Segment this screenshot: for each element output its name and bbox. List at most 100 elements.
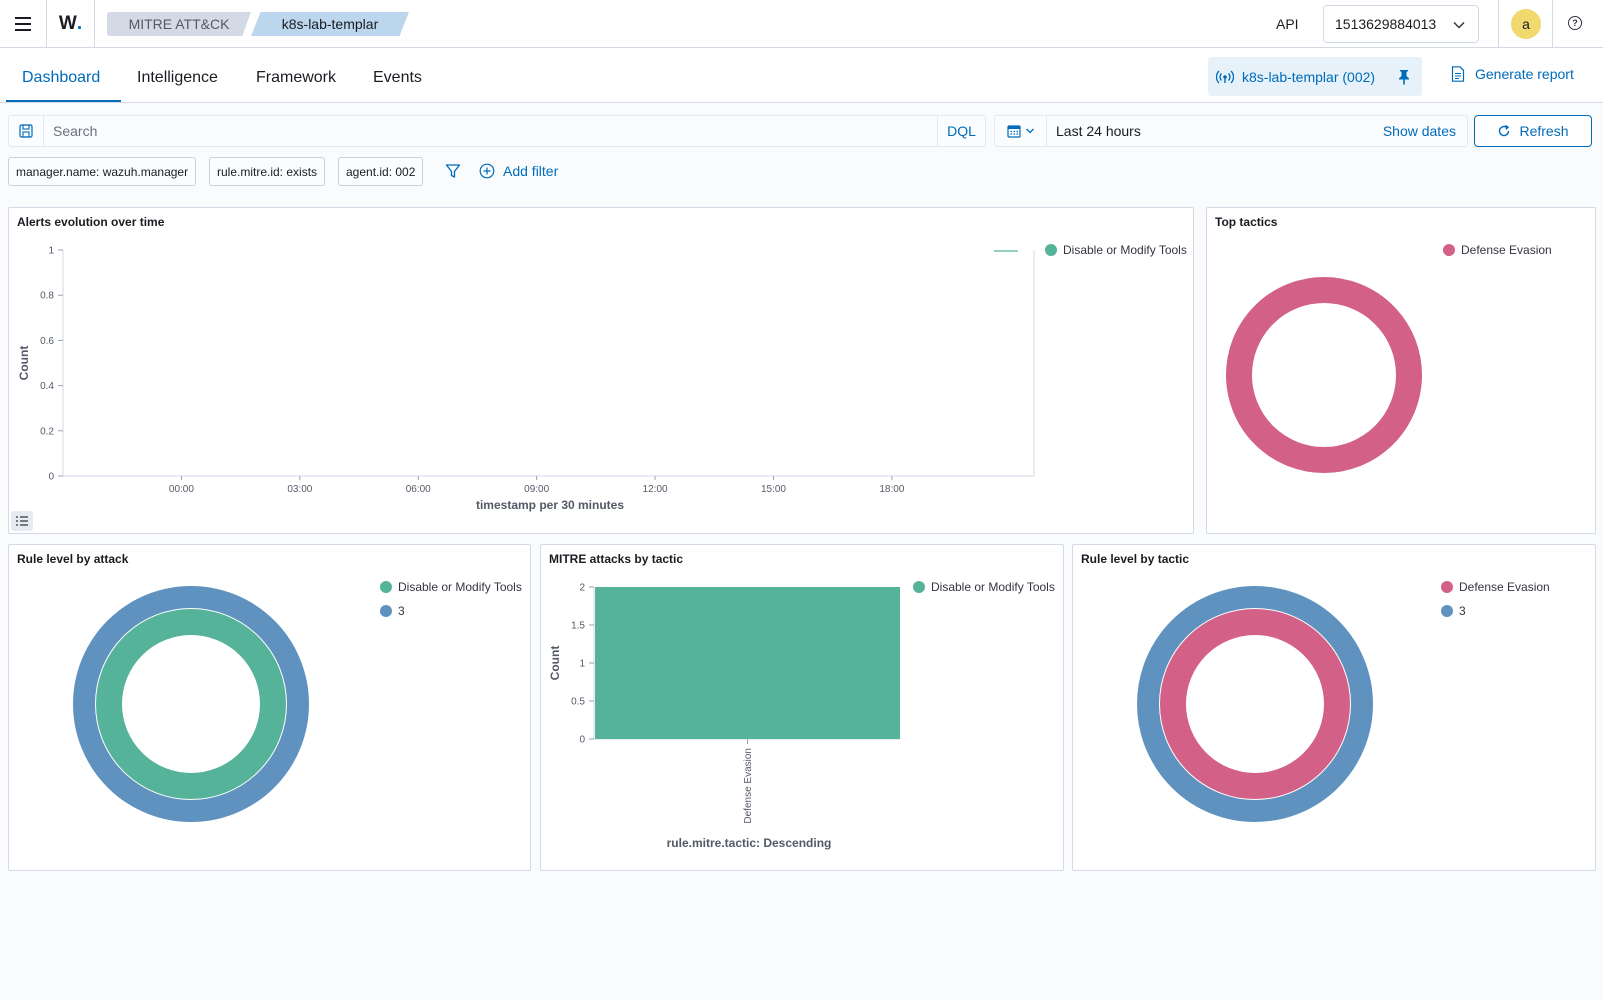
app-logo[interactable]: W. [47,0,95,48]
legend-swatch [1441,605,1453,617]
panel-rule-level-by-tactic: Rule level by tactic Defense Evasion 3 [1072,544,1596,871]
legend-label: 3 [398,604,405,618]
filter-pill[interactable]: agent.id: 002 [338,157,424,186]
filter-pill[interactable]: manager.name: wazuh.manager [8,157,197,186]
y-tick-label: 0 [48,472,54,483]
y-tick-label: 1.5 [571,621,585,632]
x-tick-label: 06:00 [406,484,431,495]
legend-swatch [1441,581,1453,593]
x-tick-label: 03:00 [287,484,312,495]
saved-queries-button[interactable] [9,116,44,146]
plus-circle-icon [479,163,495,179]
avatar[interactable]: a [1511,9,1541,39]
legend-label: Defense Evasion [1461,243,1552,257]
legend-label: 3 [1459,604,1466,618]
agent-pill-label: k8s-lab-templar (002) [1242,68,1376,85]
api-select[interactable]: 1513629884013 [1323,5,1479,43]
save-icon [19,124,33,138]
legend-swatch [380,605,392,617]
date-range-value[interactable]: Last 24 hours [1056,123,1141,139]
pie-slice-inner[interactable] [1160,609,1350,799]
logo-text: W [58,13,77,34]
y-tick-label: 0.4 [40,381,54,392]
top-header: W. MITRE ATT&CK k8s-lab-templar API 1513… [0,0,1603,48]
header-divider [1552,0,1553,48]
breadcrumb-mitre[interactable]: MITRE ATT&CK [107,12,251,36]
date-picker: Last 24 hours Show dates [994,115,1468,147]
y-tick-label: 0.5 [571,697,585,708]
generate-report-label: Generate report [1475,66,1574,82]
tabs-bar: Dashboard Intelligence Framework Events … [0,48,1603,103]
legend-item[interactable]: Disable or Modify Tools [380,580,530,594]
panel-title: Alerts evolution over time [17,215,165,229]
help-icon[interactable]: ? [1568,16,1582,30]
search-bar: Search DQL [8,115,986,147]
x-tick-label: 12:00 [643,484,668,495]
header-divider [1498,0,1499,48]
panel-rule-level-by-attack: Rule level by attack Disable or Modify T… [8,544,531,871]
search-input[interactable]: Search [53,123,98,139]
pie-slice-inner[interactable] [96,609,286,799]
y-tick-label: 1 [48,246,54,257]
legend-item[interactable]: Disable or Modify Tools [1045,243,1193,257]
agent-pill[interactable]: k8s-lab-templar (002) [1208,57,1422,96]
calendar-icon [1006,125,1021,138]
tab-intelligence[interactable]: Intelligence [137,69,218,86]
refresh-icon [1499,124,1510,137]
legend-swatch [1045,244,1057,256]
quick-menu-button[interactable] [995,116,1047,146]
y-axis-title: Count [17,346,31,381]
legend-item[interactable]: Defense Evasion [1443,243,1552,257]
y-tick-label: 1 [579,659,585,670]
legend-item[interactable]: 3 [380,604,405,618]
refresh-button[interactable]: Refresh [1474,115,1592,147]
y-tick-label: 0.6 [40,336,54,347]
x-axis-title: timestamp per 30 minutes [476,498,624,512]
y-tick-label: 2 [579,583,585,594]
legend-label: Defense Evasion [1459,580,1550,594]
filter-pill[interactable]: rule.mitre.id: exists [209,157,326,186]
panel-title: MITRE attacks by tactic [549,552,684,566]
list-icon [16,516,28,526]
chevron-down-icon [1025,128,1034,134]
menu-button[interactable] [0,0,47,48]
legend-item[interactable]: Defense Evasion [1441,580,1550,594]
rule-level-by-tactic-chart [1137,586,1373,822]
panel-title: Rule level by tactic [1081,552,1190,566]
mitre-attacks-by-tactic-chart: 0 0.5 1 1.5 2 Defense Evasion Count rule.mit… [548,583,901,850]
add-filter-button[interactable]: Add filter [479,163,558,179]
hamburger-icon [15,17,31,31]
tab-framework[interactable]: Framework [256,69,337,86]
x-tick-label: 18:00 [879,484,904,495]
legend-item[interactable]: Disable or Modify Tools [913,580,1063,594]
show-dates-link[interactable]: Show dates [1382,123,1456,139]
legend-label: Disable or Modify Tools [398,580,522,594]
legend-item[interactable]: 3 [1441,604,1466,618]
query-language-button[interactable]: DQL [937,116,985,146]
alerts-evolution-chart: 0 0.2 0.4 0.6 0.8 1 00:00 03:00 06:00 09:00 12:00… [17,246,1035,512]
y-tick-label: 0 [579,735,585,746]
document-icon [1451,66,1465,82]
refresh-label: Refresh [1519,123,1569,139]
x-tick-label: 09:00 [524,484,549,495]
legend-label: Disable or Modify Tools [931,580,1055,594]
legend-swatch [1443,244,1455,256]
legend-toggle-button[interactable] [11,511,33,531]
bar[interactable] [595,587,900,739]
top-tactics-chart [1226,277,1422,473]
breadcrumb-agent[interactable]: k8s-lab-templar [251,12,409,36]
chevron-down-icon [1453,21,1465,29]
x-tick-label: 00:00 [169,484,194,495]
panel-mitre-attacks-by-tactic: MITRE attacks by tactic 0 0.5 1 1.5 2 Defens… [540,544,1064,871]
tab-events[interactable]: Events [373,69,422,86]
legend-swatch [913,581,925,593]
pin-icon[interactable] [1398,69,1410,85]
generate-report-button[interactable]: Generate report [1451,66,1574,82]
filter-icon[interactable] [445,163,461,179]
pie-slice-outer[interactable] [1137,586,1373,822]
legend-label: Disable or Modify Tools [1063,243,1187,257]
pie-slice-outer[interactable] [73,586,309,822]
pie-slice[interactable] [1226,277,1422,473]
panel-top-tactics: Top tactics Defense Evasion [1206,207,1596,534]
tab-dashboard[interactable]: Dashboard [22,69,101,86]
